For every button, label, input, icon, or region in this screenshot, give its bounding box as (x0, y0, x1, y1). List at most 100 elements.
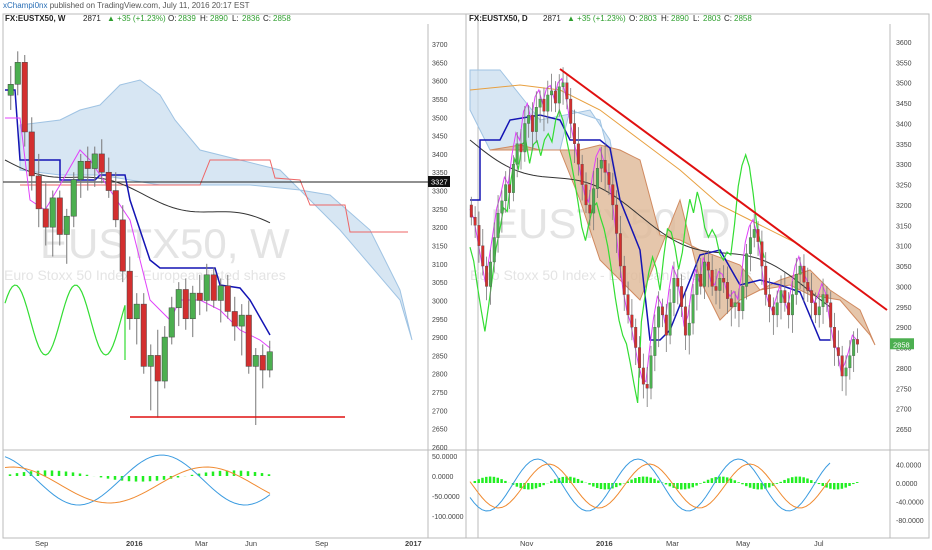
candle (511, 164, 515, 193)
candle (794, 274, 798, 295)
candle (798, 265, 802, 275)
price-tick: 2850 (432, 353, 448, 360)
candle (168, 307, 175, 338)
candle (231, 311, 238, 327)
candle (508, 184, 511, 193)
candle (817, 306, 821, 316)
price-tick: 2800 (432, 372, 448, 379)
price-tick-daily: 2950 (896, 305, 912, 312)
candle (641, 367, 645, 385)
legend-h-label: H: (200, 14, 208, 23)
candle (787, 302, 791, 316)
candle (573, 123, 576, 144)
candle (596, 168, 599, 189)
price-tick-daily: 3200 (896, 203, 912, 210)
price-tick: 2950 (432, 317, 448, 324)
price-tick-daily: 3250 (896, 183, 912, 190)
candle (504, 184, 508, 202)
candle (203, 274, 210, 301)
candle (672, 278, 676, 303)
legend-c-value: 2858 (273, 14, 291, 23)
price-tick: 3200 (432, 225, 448, 232)
candle (649, 355, 653, 389)
candle (852, 339, 856, 356)
legend-last-daily: 2871 (543, 14, 561, 23)
price-tick: 3300 (432, 189, 448, 196)
candle (252, 355, 259, 367)
price-tick-daily: 3050 (896, 264, 912, 271)
candle (615, 204, 619, 234)
x-axis-label: Sep (35, 539, 48, 548)
tenkan-line-weekly (5, 117, 271, 349)
legend-change: ▲ +35 (+1.23%) (107, 14, 166, 23)
price-tick-daily: 3550 (896, 60, 912, 67)
legend-l-value-daily: 2803 (703, 14, 721, 23)
candle (760, 241, 764, 267)
candle (661, 306, 664, 316)
candle (147, 355, 154, 367)
legend-h-value-daily: 2890 (671, 14, 689, 23)
legend-o-label: O: (168, 14, 176, 23)
candle (210, 274, 217, 301)
candle (550, 90, 554, 96)
candle (638, 347, 641, 369)
price-tick: 2750 (432, 390, 448, 397)
candle (245, 314, 252, 367)
candle (752, 229, 756, 238)
price-tick: 3400 (432, 152, 448, 159)
candle (546, 94, 550, 112)
candle (764, 265, 768, 295)
price-tick: 3100 (432, 262, 448, 269)
indicator-tick-daily: -40.0000 (896, 500, 924, 507)
candle (515, 143, 519, 165)
author-name[interactable]: xChampi0nx (3, 1, 48, 10)
candle (748, 237, 752, 254)
candle (527, 115, 531, 124)
price-tick: 3500 (432, 115, 448, 122)
signal-line-weekly (4, 466, 271, 504)
candle (775, 302, 779, 316)
candle (473, 217, 477, 226)
candle (49, 197, 56, 228)
candle (217, 285, 224, 301)
candle (821, 294, 825, 307)
candle (607, 172, 611, 185)
candle (259, 355, 266, 371)
candle (733, 302, 737, 307)
candle (699, 274, 703, 287)
candle (70, 179, 77, 217)
publish-info: published on TradingView.com, July 11, 2… (49, 1, 250, 10)
candle (523, 123, 527, 153)
candle (175, 289, 182, 309)
indicator-tick: -100.0000 (432, 514, 464, 521)
candle (802, 265, 806, 283)
price-tick: 3650 (432, 60, 448, 67)
candle (481, 245, 485, 267)
indicator-tick: 0.0000 (432, 474, 454, 481)
candle (119, 219, 126, 272)
candle (576, 143, 580, 165)
candle (618, 233, 622, 267)
price-tick-daily: 3000 (896, 284, 912, 291)
candle (645, 384, 649, 389)
candle (657, 306, 661, 328)
candle (485, 265, 489, 287)
candle (741, 286, 745, 312)
candle (84, 160, 91, 169)
price-tick-daily: 2800 (896, 366, 912, 373)
candle (683, 306, 687, 336)
candle (691, 294, 695, 324)
chikou-span-daily (469, 108, 765, 404)
candle (768, 294, 771, 307)
candle (488, 261, 492, 287)
x-axis-label-daily: Mar (666, 539, 679, 548)
watermark-weekly: EUSTX50, W (40, 220, 290, 267)
legend-o-value: 2839 (178, 14, 196, 23)
signal-line-daily (469, 463, 831, 509)
legend-l-label: L: (232, 14, 239, 23)
macd-line-daily (469, 458, 831, 512)
price-tick: 3150 (432, 244, 448, 251)
candle (477, 225, 481, 246)
price-tick-daily: 2700 (896, 407, 912, 414)
